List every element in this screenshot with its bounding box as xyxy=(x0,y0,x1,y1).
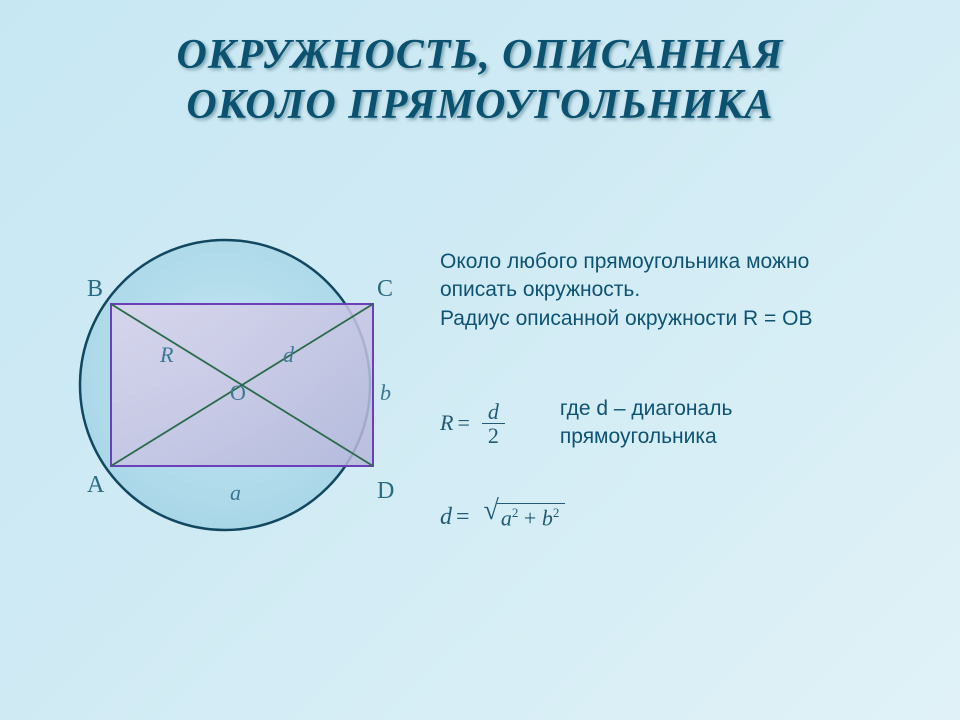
diagram-svg xyxy=(55,230,395,540)
geometry-diagram: B C A D R d O b a xyxy=(55,230,395,570)
where-clause: где d – диагональ прямоугольника xyxy=(560,395,733,452)
para-line-2: описать окружность. xyxy=(440,278,640,301)
fraction-denominator: 2 xyxy=(482,424,505,447)
radicand-b: b xyxy=(542,505,553,530)
equals-sign-2: = xyxy=(456,504,470,531)
where-line-1: где d – диагональ xyxy=(560,397,733,420)
formula-d-lhs: d xyxy=(440,504,452,531)
radicand-plus: + xyxy=(518,505,541,530)
exponent-b: 2 xyxy=(553,505,560,520)
fraction-d-over-2: d 2 xyxy=(482,400,505,447)
formula-radius: R = d 2 xyxy=(440,400,505,447)
square-root: √ a2 + b2 xyxy=(484,500,566,531)
title-line-1: ОКРУЖНОСТЬ, ОПИСАННАЯ xyxy=(0,30,960,80)
vertex-d-label: D xyxy=(377,478,394,505)
formula-r-lhs: R xyxy=(440,410,453,436)
fraction-numerator: d xyxy=(482,400,505,423)
description-text: Около любого прямоугольника можно описат… xyxy=(440,248,910,333)
vertex-a-label: A xyxy=(87,472,104,499)
radicand: a2 + b2 xyxy=(497,503,565,531)
formula-radius-row: R = d 2 где d – диагональ прямоугольника xyxy=(440,395,920,452)
vertex-c-label: C xyxy=(377,276,393,303)
formula-diagonal: d = √ a2 + b2 xyxy=(440,500,565,531)
radius-label: R xyxy=(160,342,173,368)
side-b-label: b xyxy=(380,380,391,406)
slide-title: ОКРУЖНОСТЬ, ОПИСАННАЯ ОКОЛО ПРЯМОУГОЛЬНИ… xyxy=(0,30,960,131)
description-paragraph: Около любого прямоугольника можно описат… xyxy=(440,248,910,333)
para-line-1: Около любого прямоугольника можно xyxy=(440,250,809,273)
equals-sign-1: = xyxy=(457,410,469,436)
title-line-2: ОКОЛО ПРЯМОУГОЛЬНИКА xyxy=(0,80,960,130)
center-label: O xyxy=(230,380,246,406)
vertex-b-label: B xyxy=(87,276,103,303)
where-line-2: прямоугольника xyxy=(560,425,717,448)
side-a-label: a xyxy=(230,480,241,506)
diagonal-label: d xyxy=(283,342,294,368)
para-line-3: Радиус описанной окружности R = OB xyxy=(440,307,812,330)
slide: ОКРУЖНОСТЬ, ОПИСАННАЯ ОКОЛО ПРЯМОУГОЛЬНИ… xyxy=(0,0,960,720)
radicand-a: a xyxy=(501,505,512,530)
